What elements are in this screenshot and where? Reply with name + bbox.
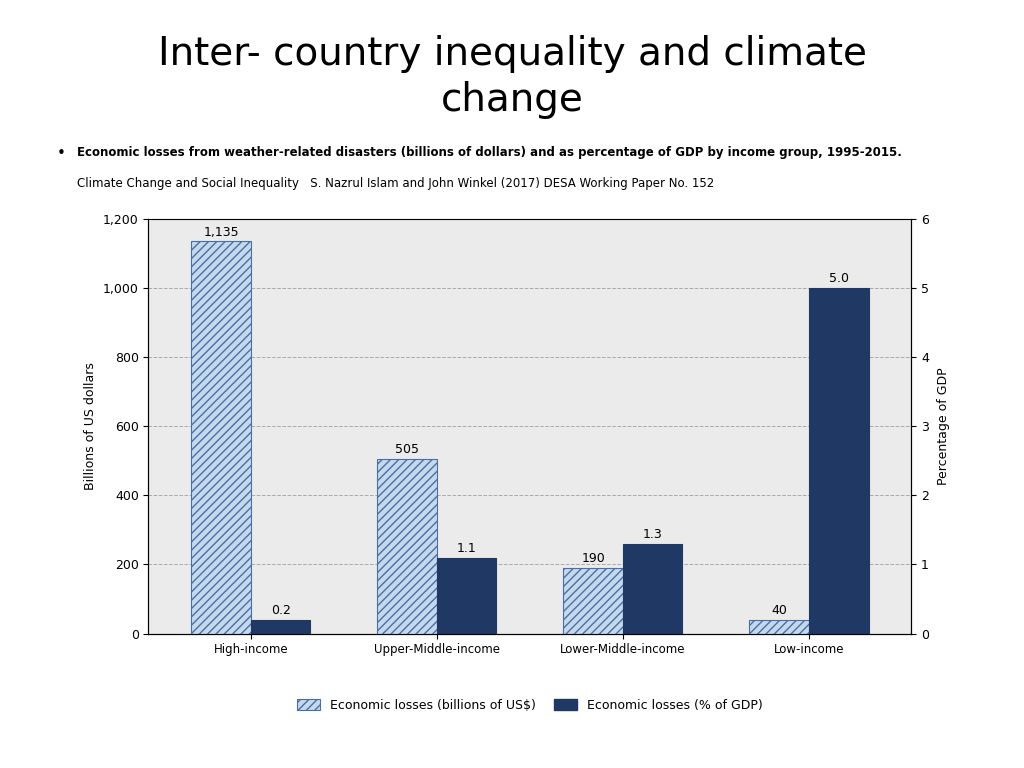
Bar — [809, 288, 868, 634]
Bar — [191, 241, 251, 634]
Y-axis label: Percentage of GDP: Percentage of GDP — [937, 367, 950, 485]
Text: 1.3: 1.3 — [643, 528, 663, 541]
Text: 1.1: 1.1 — [457, 541, 476, 554]
Legend: Economic losses (billions of US$), Economic losses (% of GDP): Economic losses (billions of US$), Econo… — [292, 694, 768, 717]
Bar — [377, 459, 437, 634]
Text: 0.2: 0.2 — [270, 604, 291, 617]
Text: 1,135: 1,135 — [203, 226, 239, 239]
Text: Inter- country inequality and climate: Inter- country inequality and climate — [158, 35, 866, 72]
Text: 40: 40 — [771, 604, 787, 617]
Bar — [563, 568, 623, 634]
Text: change: change — [440, 81, 584, 118]
Text: •: • — [56, 146, 66, 161]
Text: Climate Change and Social Inequality   S. Nazrul Islam and John Winkel (2017) DE: Climate Change and Social Inequality S. … — [77, 177, 714, 190]
Bar — [623, 544, 682, 634]
Bar — [750, 620, 809, 634]
Text: 505: 505 — [395, 443, 419, 456]
Y-axis label: Billions of US dollars: Billions of US dollars — [84, 362, 97, 490]
Bar — [251, 620, 310, 634]
Bar — [437, 558, 497, 634]
Text: Economic losses from weather-related disasters (billions of dollars) and as perc: Economic losses from weather-related dis… — [77, 146, 902, 159]
Text: 5.0: 5.0 — [828, 272, 849, 285]
Text: 190: 190 — [582, 552, 605, 565]
